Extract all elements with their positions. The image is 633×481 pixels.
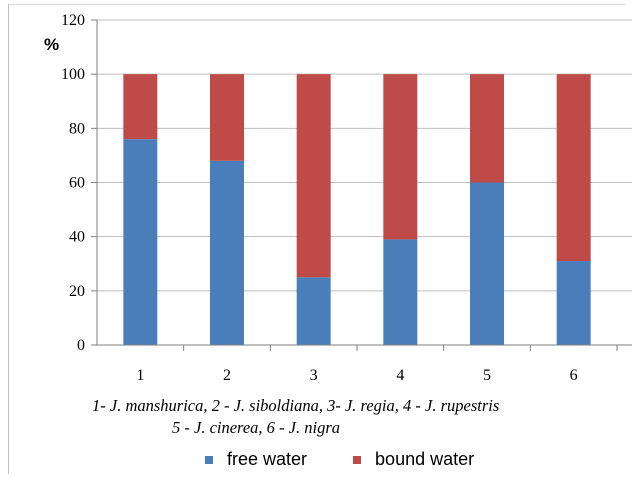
bar-bound-water-3 [296, 74, 331, 278]
x-tick-label: 2 [223, 367, 231, 384]
y-tick-label: 80 [69, 120, 85, 137]
bar-free-water-1 [123, 139, 158, 345]
bar-free-water-3 [296, 277, 331, 345]
y-tick-label: 40 [69, 229, 85, 246]
y-tick-label: 120 [61, 12, 85, 29]
x-tick-label: 4 [396, 367, 404, 384]
bar-bound-water-4 [383, 74, 418, 240]
bar-bound-water-6 [556, 74, 591, 262]
category-caption-line1: 1- J. manshurica, 2 - J. siboldiana, 3- … [92, 396, 500, 415]
bar-free-water-2 [210, 160, 244, 345]
x-tick-label: 6 [570, 367, 578, 384]
y-tick-label: 20 [69, 283, 85, 300]
legend-swatch-free-water [205, 455, 213, 464]
bar-free-water-6 [556, 261, 591, 345]
y-tick-label: 60 [69, 175, 85, 192]
axes: 0 20 40 60 80 100 120 1 2 3 4 5 6 [61, 12, 632, 384]
legend-item-free-water: free water [205, 449, 307, 470]
bar-bound-water-1 [123, 74, 158, 140]
y-tick-label: 0 [77, 337, 85, 354]
chart-area: 0 20 40 60 80 100 120 1 2 3 4 5 6 % [44, 12, 632, 384]
category-caption-line2: 5 - J. cinerea, 6 - J. nigra [172, 418, 341, 437]
gridlines [97, 19, 632, 346]
legend-label-bound-water: bound water [375, 449, 475, 469]
legend-item-bound-water: bound water [353, 449, 474, 470]
y-unit-label: % [44, 35, 59, 54]
bar-bound-water-2 [210, 74, 244, 161]
bars [123, 74, 591, 345]
x-tick-label: 1 [136, 367, 144, 384]
legend: free water bound water [205, 449, 520, 470]
x-tick-label: 5 [483, 367, 491, 384]
bar-free-water-4 [383, 239, 418, 345]
legend-label-free-water: free water [227, 449, 308, 469]
bar-free-water-5 [470, 182, 504, 345]
chart-frame [8, 4, 626, 474]
y-tick-label: 100 [61, 66, 85, 83]
bar-bound-water-5 [470, 74, 504, 183]
legend-swatch-bound-water [353, 455, 362, 464]
x-tick-label: 3 [310, 367, 318, 384]
